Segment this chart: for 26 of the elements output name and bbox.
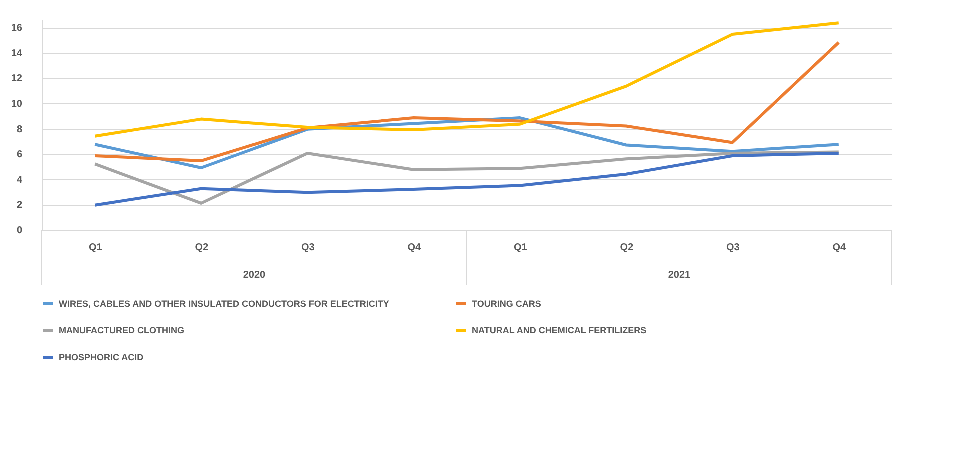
y-tick-label: 10 bbox=[11, 98, 23, 110]
x-tick-label: Q3 bbox=[726, 242, 740, 254]
line-series bbox=[94, 22, 840, 138]
legend-label: PHOSPHORIC ACID bbox=[59, 352, 144, 362]
legend-label: MANUFACTURED CLOTHING bbox=[59, 326, 184, 336]
x-tick-label: Q2 bbox=[195, 242, 209, 254]
x-tick-label: Q3 bbox=[301, 242, 316, 254]
y-tick-label: 8 bbox=[16, 124, 23, 136]
text: 2021 bbox=[668, 270, 692, 281]
y-tick-label: 12 bbox=[11, 74, 23, 85]
x-tick-label: Q1 bbox=[88, 242, 103, 254]
legend-label: TOURING CARS bbox=[472, 298, 542, 309]
y-tick-label: 16 bbox=[11, 23, 23, 34]
x-tick-label: Q4 bbox=[408, 242, 422, 254]
x-tick-label: Q4 bbox=[832, 242, 846, 254]
legend-label: WIRES, CABLES AND OTHER INSULATED CONDUCTORS FOR ELECTRICITY bbox=[59, 298, 390, 309]
y-tick-label: 4 bbox=[16, 174, 23, 186]
text: 2020 bbox=[243, 270, 266, 281]
y-tick-label: 6 bbox=[16, 150, 23, 161]
y-tick-label: 0 bbox=[16, 226, 23, 236]
x-tick-label: Q2 bbox=[620, 242, 634, 254]
legend-label: NATURAL AND CHEMICAL FERTILIZERS bbox=[472, 326, 647, 336]
y-tick-label: 14 bbox=[11, 48, 23, 60]
y-tick-label: 2 bbox=[16, 200, 23, 212]
x-tick-label: Q1 bbox=[514, 242, 528, 254]
line-series bbox=[94, 41, 840, 163]
